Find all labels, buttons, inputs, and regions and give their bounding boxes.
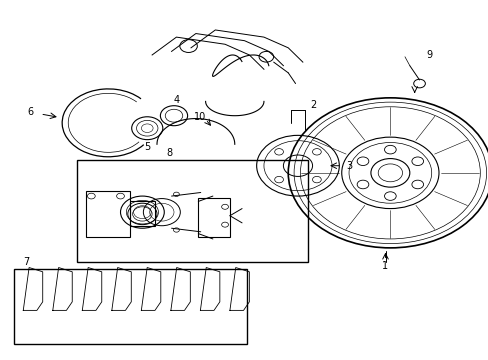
Bar bbox=[86, 191, 130, 237]
Text: 3: 3 bbox=[346, 161, 352, 171]
Bar bbox=[14, 269, 246, 344]
Bar bbox=[130, 202, 154, 226]
Text: 7: 7 bbox=[23, 257, 29, 267]
Text: 2: 2 bbox=[309, 100, 316, 110]
Text: 6: 6 bbox=[27, 107, 34, 117]
Text: 10: 10 bbox=[193, 112, 205, 122]
Text: 8: 8 bbox=[166, 148, 172, 158]
Bar bbox=[77, 160, 307, 262]
Text: 5: 5 bbox=[144, 142, 150, 152]
Bar bbox=[198, 198, 229, 237]
Text: 4: 4 bbox=[173, 95, 179, 105]
Text: 1: 1 bbox=[382, 261, 388, 271]
Text: 9: 9 bbox=[426, 50, 431, 60]
